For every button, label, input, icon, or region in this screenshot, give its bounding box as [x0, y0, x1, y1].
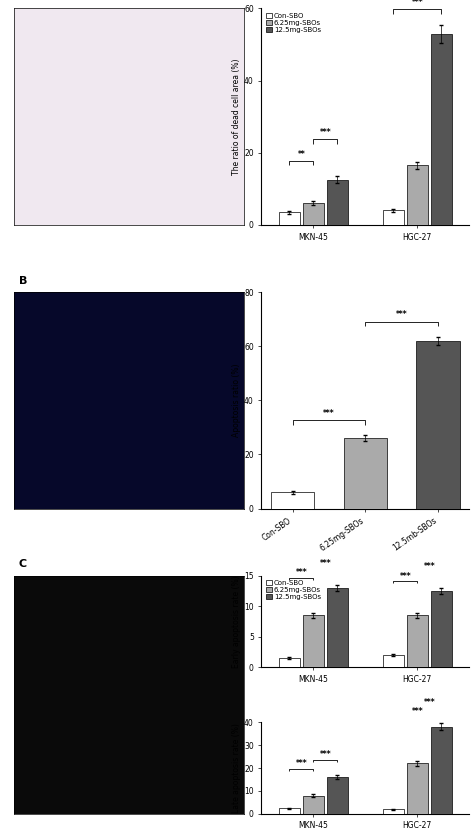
- Bar: [383, 810, 404, 814]
- Text: ***: ***: [423, 698, 435, 707]
- Text: A: A: [19, 0, 27, 2]
- Text: ***: ***: [319, 128, 331, 138]
- Bar: [279, 808, 300, 814]
- Text: ***: ***: [411, 0, 423, 8]
- Bar: [279, 658, 300, 667]
- Text: B: B: [19, 275, 27, 285]
- Text: ***: ***: [323, 409, 335, 418]
- Bar: [303, 795, 324, 814]
- Bar: [303, 615, 324, 667]
- Bar: [344, 438, 387, 508]
- Bar: [327, 777, 347, 814]
- Bar: [327, 588, 347, 667]
- Y-axis label: The ratio of dead cell area (%): The ratio of dead cell area (%): [232, 59, 241, 175]
- Bar: [416, 341, 460, 508]
- Text: C: C: [19, 559, 27, 569]
- Text: ***: ***: [400, 571, 411, 581]
- Bar: [271, 492, 314, 508]
- Text: ***: ***: [296, 569, 307, 577]
- Bar: [383, 655, 404, 667]
- Bar: [407, 763, 428, 814]
- Legend: Con-SBO, 6.25mg-SBOs, 12.5mg-SBOs: Con-SBO, 6.25mg-SBOs, 12.5mg-SBOs: [265, 12, 322, 34]
- Bar: [431, 727, 452, 814]
- Text: ***: ***: [423, 562, 435, 571]
- Bar: [407, 615, 428, 667]
- Text: ***: ***: [296, 759, 307, 768]
- Text: ***: ***: [319, 750, 331, 758]
- Y-axis label: Early apoptosis rate (%): Early apoptosis rate (%): [232, 576, 241, 668]
- Bar: [431, 34, 452, 225]
- Bar: [383, 211, 404, 225]
- Y-axis label: Late apoptosis rate (%): Late apoptosis rate (%): [232, 723, 241, 813]
- Text: **: **: [298, 150, 305, 159]
- Bar: [407, 165, 428, 225]
- Legend: Con-SBO, 6.25mg-SBOs, 12.5mg-SBOs: Con-SBO, 6.25mg-SBOs, 12.5mg-SBOs: [265, 579, 322, 601]
- Text: ***: ***: [411, 707, 423, 716]
- Text: ***: ***: [319, 560, 331, 568]
- Y-axis label: Apoptosis ratio (%): Apoptosis ratio (%): [232, 363, 241, 437]
- Bar: [279, 212, 300, 225]
- Bar: [431, 591, 452, 667]
- Text: ***: ***: [396, 310, 408, 320]
- Bar: [303, 203, 324, 225]
- Bar: [327, 180, 347, 225]
